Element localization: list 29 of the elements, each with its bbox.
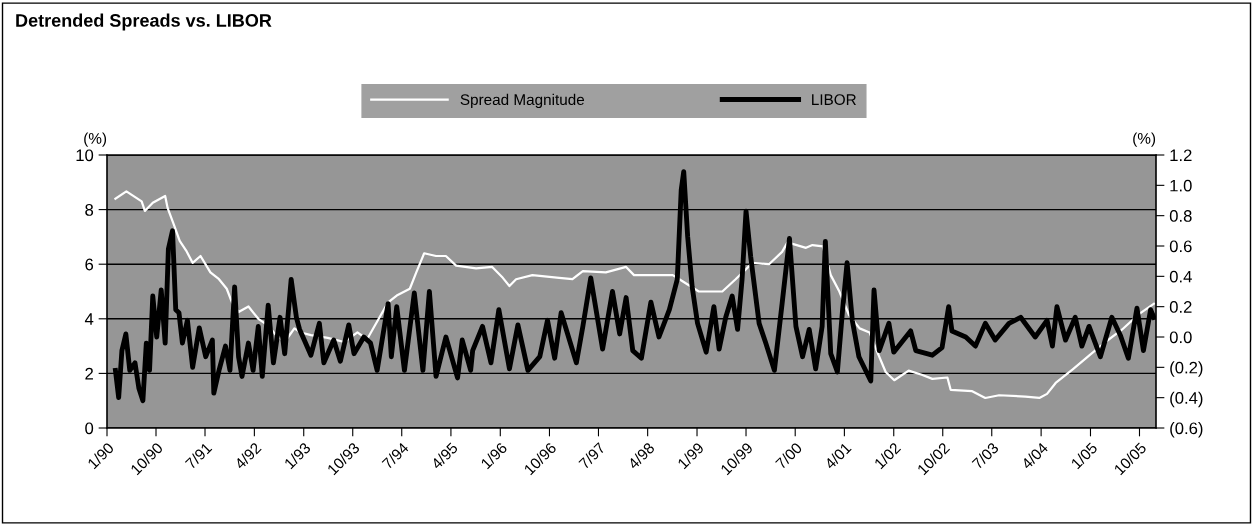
x-tick-label: 4/01 — [823, 441, 852, 470]
y-tick-label: 6 — [85, 258, 94, 271]
y2-tick-label: 0.4 — [1169, 270, 1192, 283]
x-tick-label: 4/92 — [233, 441, 262, 470]
legend-label: LIBOR — [812, 94, 856, 106]
y2-tick-label: 1.2 — [1170, 149, 1192, 162]
y-tick-label: 2 — [85, 367, 93, 380]
y2-tick-label: 0.2 — [1169, 301, 1192, 313]
x-tick-label: 4/04 — [1020, 441, 1049, 470]
y-tick-label: 4 — [84, 313, 94, 325]
x-tick-label: 7/91 — [184, 441, 213, 470]
y2-tick-label: (0.6) — [1170, 421, 1203, 438]
x-tick-label: 7/00 — [774, 441, 803, 470]
y-tick-label: 0 — [85, 422, 94, 435]
y-tick-label: 8 — [85, 204, 94, 216]
y2-tick-label: 0.0 — [1169, 331, 1192, 344]
y2-tick-label: 1.0 — [1170, 179, 1192, 192]
x-tick-label: 7/94 — [381, 441, 410, 470]
x-tick-label: 7/03 — [971, 441, 1000, 470]
legend-label: Spread Magnitude — [460, 93, 585, 109]
y2-axis-title: (%) — [1133, 132, 1156, 147]
y-tick-label: 10 — [76, 149, 94, 162]
x-tick-label: 4/98 — [626, 441, 656, 470]
y-axis-title: (%) — [84, 132, 107, 147]
chart-title: Detrended Spreads vs. LIBOR — [16, 13, 272, 31]
y2-tick-label: (0.2) — [1170, 361, 1203, 377]
y2-tick-label: 0.6 — [1169, 240, 1192, 253]
y2-tick-label: 0.8 — [1169, 210, 1192, 222]
y2-tick-label: (0.4) — [1170, 391, 1203, 408]
